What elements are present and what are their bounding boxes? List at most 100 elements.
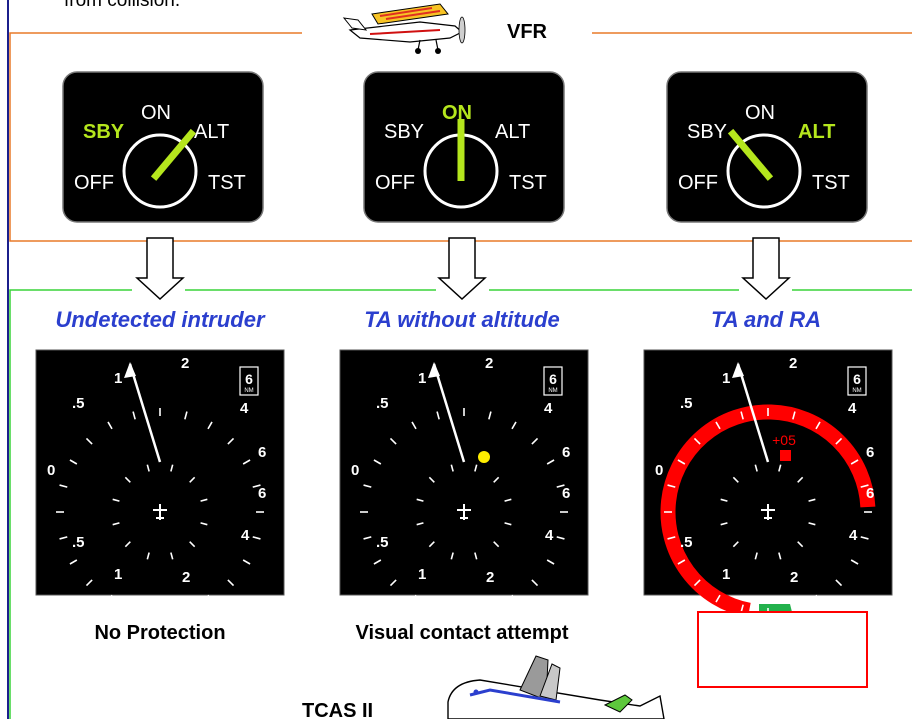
own-aircraft-symbol	[153, 504, 167, 520]
inner-tick	[493, 541, 500, 548]
dial-number: .5	[72, 534, 85, 551]
down-arrow	[135, 237, 185, 301]
dial-number: 6	[258, 485, 266, 502]
outer-tick	[531, 437, 539, 445]
switch-label-on: ON	[442, 102, 472, 124]
switch-label-alt: ALT	[194, 121, 229, 143]
heading-pointer-tip	[124, 362, 136, 378]
outer-tick	[363, 484, 372, 488]
inner-tick	[428, 476, 435, 483]
outer-tick	[184, 604, 188, 613]
outer-tick	[667, 536, 676, 540]
inner-tick	[732, 541, 739, 548]
range-unit: NM	[852, 388, 861, 394]
switch-label-on: ON	[141, 102, 171, 124]
dial-number: 6	[866, 485, 874, 502]
tcas-label: TCAS II	[302, 700, 373, 719]
dial-number: 1	[722, 566, 730, 583]
inner-tick	[170, 464, 174, 472]
outer-tick	[411, 421, 417, 430]
outer-tick	[815, 421, 821, 430]
switch-label-off: OFF	[74, 172, 114, 194]
outer-tick	[715, 421, 721, 430]
outer-tick	[252, 484, 261, 488]
switch-label-alt: ALT	[495, 121, 530, 143]
outer-tick	[411, 594, 417, 603]
range-value: 6	[549, 371, 557, 387]
inner-tick	[808, 522, 816, 526]
outer-tick	[511, 594, 517, 603]
outcome-label: No Protection	[94, 622, 225, 644]
outer-tick	[835, 579, 843, 587]
inner-tick	[146, 552, 150, 560]
inner-tick	[797, 476, 804, 483]
outer-tick	[556, 536, 565, 540]
outer-tick	[59, 484, 68, 488]
inner-tick	[450, 552, 454, 560]
outer-tick	[69, 459, 78, 465]
outcome-label: Visual contact attempt	[355, 622, 568, 644]
inner-tick	[200, 522, 208, 526]
full-protection-box	[697, 611, 868, 688]
outer-tick	[107, 421, 113, 430]
outer-tick	[667, 484, 676, 488]
dial-number: 6	[562, 485, 570, 502]
vfr-label: VFR	[507, 21, 548, 43]
inner-tick	[474, 464, 478, 472]
mode-heading: TA and RA	[711, 307, 821, 332]
inner-tick	[493, 476, 500, 483]
inner-tick	[778, 464, 782, 472]
inner-tick	[124, 541, 131, 548]
dial-number: 4	[240, 400, 249, 417]
dial-number: 4	[849, 527, 858, 544]
outer-tick	[252, 536, 261, 540]
inner-tick	[428, 541, 435, 548]
outer-tick	[860, 484, 869, 488]
dial-number: 2	[181, 355, 189, 372]
outer-tick	[546, 459, 555, 465]
dial-number: 4	[241, 527, 250, 544]
outer-tick	[373, 559, 382, 565]
dial-number: 0	[47, 462, 55, 479]
switch-label-off: OFF	[375, 172, 415, 194]
outer-tick	[693, 437, 701, 445]
ra-red-arc	[660, 404, 876, 618]
outer-tick	[227, 579, 235, 587]
outer-tick	[531, 579, 539, 587]
outer-tick	[488, 604, 492, 613]
outer-tick	[835, 437, 843, 445]
down-arrow	[437, 237, 487, 301]
dial-number: 0	[351, 462, 359, 479]
range-unit: NM	[548, 388, 557, 394]
outer-tick	[436, 411, 440, 420]
heading-pointer-tip	[732, 362, 744, 378]
outer-tick	[815, 594, 821, 603]
outer-tick	[850, 559, 859, 565]
outer-tick	[792, 411, 796, 420]
intruder-ra-square	[780, 450, 791, 461]
dial-number: .5	[376, 395, 389, 412]
range-unit: NM	[244, 388, 253, 394]
inner-tick	[146, 464, 150, 472]
outer-tick	[693, 579, 701, 587]
inner-tick	[474, 552, 478, 560]
dial-number: 2	[182, 569, 190, 586]
top-text-fragment: from collision.	[64, 0, 180, 11]
outer-tick	[242, 459, 251, 465]
outer-tick	[242, 559, 251, 565]
dial-number: 6	[866, 444, 874, 461]
vfr-airplane-icon	[342, 3, 466, 54]
heading-pointer	[432, 363, 466, 463]
switch-label-sby: SBY	[384, 121, 424, 143]
switch-pointer	[150, 128, 197, 181]
switch-label-off: OFF	[678, 172, 718, 194]
outer-tick	[389, 579, 397, 587]
down-arrow	[741, 237, 791, 301]
outer-tick	[677, 459, 686, 465]
dial-number: 6	[258, 444, 266, 461]
outer-tick	[389, 437, 397, 445]
switch-label-sby: SBY	[83, 121, 125, 143]
dial-number: .5	[376, 534, 389, 551]
